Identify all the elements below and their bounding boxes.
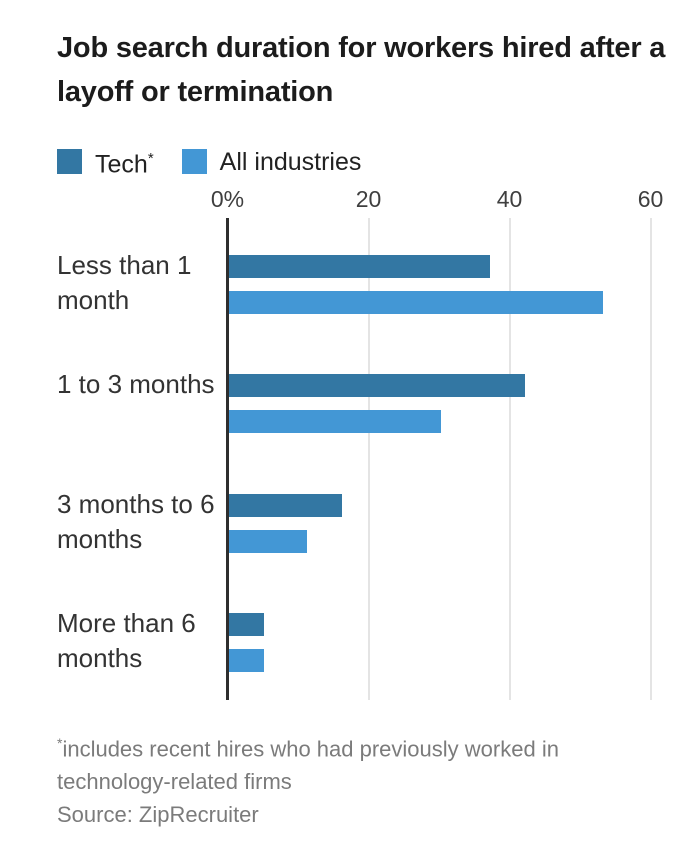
asterisk-marker: * <box>57 735 63 751</box>
bar-all-industries <box>229 530 307 553</box>
bar-all-industries <box>229 291 603 314</box>
legend-item-tech: Tech* <box>57 146 154 177</box>
source-line: Source: ZipRecruiter <box>57 802 259 828</box>
x-tick-label: 0% <box>210 186 245 212</box>
y-axis-line <box>226 218 229 700</box>
gridline <box>508 218 511 700</box>
legend-swatch-all-industries <box>181 149 207 175</box>
bar-tech <box>229 374 525 397</box>
x-tick-label: 40 <box>496 186 523 212</box>
legend-item-all-industries: All industries <box>181 147 362 176</box>
gridline <box>649 218 652 700</box>
legend-label: Tech* <box>95 150 154 179</box>
category-label: 1 to 3 months <box>57 369 215 399</box>
bar-tech <box>229 613 264 636</box>
chart-title: Job search duration for workers hired af… <box>57 32 666 108</box>
bar-all-industries <box>229 649 264 672</box>
asterisk-marker: * <box>147 150 154 167</box>
legend: Tech* All industries <box>57 146 361 177</box>
footnote: *includes recent hires who had previousl… <box>57 735 559 795</box>
legend-swatch-tech <box>57 149 82 175</box>
footnote-area: *includes recent hires who had previousl… <box>57 727 657 831</box>
category-label: More than 6 months <box>57 608 196 673</box>
category-label: Less than 1 month <box>57 250 192 315</box>
category-label: 3 months to 6 months <box>57 489 215 554</box>
bar-tech <box>229 494 342 517</box>
bar-all-industries <box>229 410 441 433</box>
legend-label: All industries <box>219 147 362 176</box>
bar-tech <box>229 255 490 278</box>
x-tick-label: 60 <box>637 186 664 212</box>
x-tick-label: 20 <box>355 186 382 212</box>
gridline <box>367 218 370 700</box>
